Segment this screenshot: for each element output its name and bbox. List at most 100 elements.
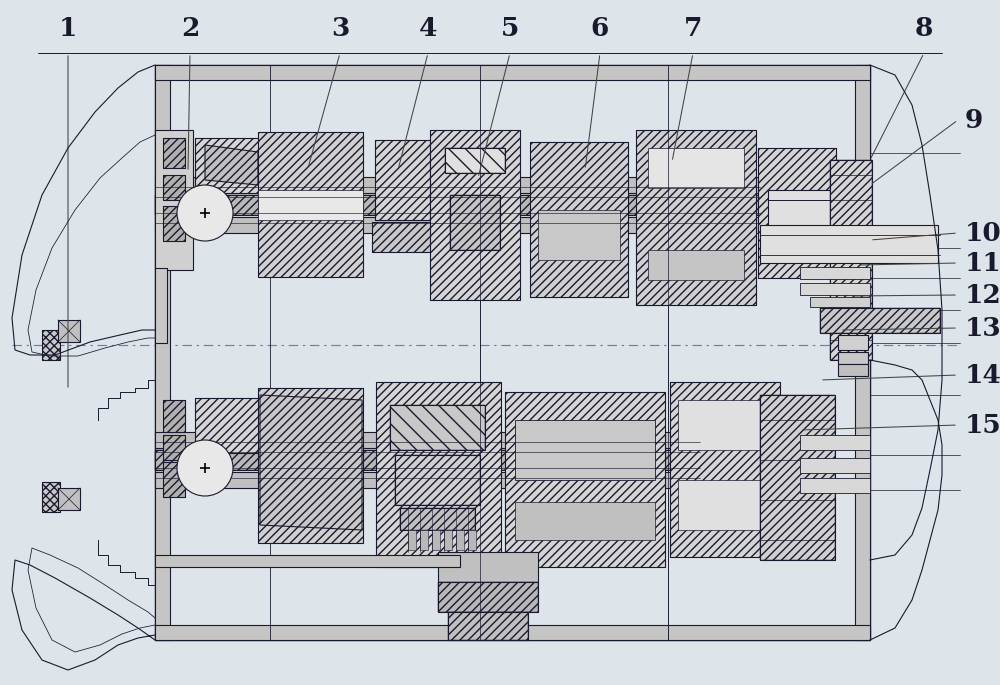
Bar (450, 195, 500, 250)
Bar (820, 308, 940, 333)
Bar (505, 392, 665, 567)
Bar (58, 320, 80, 342)
Circle shape (177, 185, 233, 241)
Bar (155, 625, 870, 640)
Text: 9: 9 (965, 108, 983, 132)
Bar (155, 195, 835, 215)
Bar (820, 308, 940, 333)
Bar (678, 400, 772, 450)
Bar (505, 392, 665, 567)
Bar (163, 400, 185, 432)
Circle shape (177, 440, 233, 496)
Bar (830, 160, 872, 360)
Bar (155, 65, 870, 80)
Bar (430, 130, 520, 300)
Bar (636, 130, 756, 305)
Bar (42, 482, 60, 512)
Bar (372, 222, 434, 252)
Bar (390, 405, 485, 450)
Bar (760, 225, 938, 263)
Text: 13: 13 (965, 316, 1000, 340)
Bar (400, 508, 475, 530)
Bar (800, 458, 870, 473)
Bar (830, 160, 872, 360)
Bar (163, 400, 185, 432)
Bar (163, 206, 185, 241)
Bar (42, 482, 60, 512)
Text: 7: 7 (684, 16, 702, 40)
Bar (58, 488, 80, 510)
Bar (395, 455, 480, 505)
Bar (400, 508, 475, 530)
Bar (258, 132, 363, 277)
Bar (838, 335, 868, 350)
Text: 3: 3 (331, 16, 349, 40)
Bar (445, 148, 505, 173)
Bar (155, 195, 835, 215)
Bar (163, 138, 185, 168)
Text: 4: 4 (419, 16, 437, 40)
Bar (372, 222, 434, 252)
Bar (155, 432, 695, 448)
Bar (430, 130, 520, 300)
Bar (758, 148, 836, 278)
Bar (42, 330, 60, 360)
Bar (195, 138, 263, 193)
Bar (155, 450, 735, 470)
Text: 11: 11 (965, 251, 1000, 275)
Bar (800, 435, 870, 450)
Bar (800, 478, 870, 493)
Bar (42, 330, 60, 360)
Bar (515, 502, 655, 540)
Bar (670, 382, 780, 557)
Bar (155, 65, 170, 640)
Text: 2: 2 (181, 16, 199, 40)
Bar (155, 130, 193, 270)
Bar (438, 552, 538, 582)
Bar (163, 462, 185, 497)
Text: 8: 8 (915, 16, 933, 40)
Bar (448, 612, 528, 640)
Bar (195, 398, 263, 453)
Bar (636, 130, 756, 305)
Bar (163, 206, 185, 241)
Bar (456, 530, 464, 550)
Bar (438, 582, 538, 612)
Polygon shape (260, 395, 362, 530)
Text: 1: 1 (59, 16, 77, 40)
Bar (195, 138, 263, 193)
Bar (258, 388, 363, 543)
Bar (445, 148, 505, 173)
Bar (155, 177, 835, 193)
Bar (155, 555, 460, 567)
Bar (420, 530, 428, 550)
Text: 15: 15 (965, 412, 1000, 438)
Bar (163, 462, 185, 497)
Bar (538, 210, 620, 260)
Bar (155, 268, 167, 343)
Bar (155, 450, 735, 470)
Bar (163, 435, 185, 460)
Bar (432, 530, 440, 550)
Bar (838, 352, 868, 364)
Bar (838, 364, 868, 376)
Bar (195, 398, 263, 453)
Text: 6: 6 (591, 16, 609, 40)
Bar (448, 612, 528, 640)
Bar (760, 395, 835, 560)
Bar (375, 140, 430, 220)
Bar (258, 388, 363, 543)
Bar (258, 190, 363, 220)
Bar (530, 142, 628, 297)
Polygon shape (205, 145, 258, 185)
Bar (375, 140, 430, 220)
Bar (810, 297, 870, 307)
Bar (450, 195, 500, 250)
Bar (444, 530, 452, 550)
Bar (768, 190, 868, 240)
Text: 12: 12 (965, 282, 1000, 308)
Bar (155, 65, 870, 640)
Bar (163, 435, 185, 460)
Bar (648, 250, 744, 280)
Bar (530, 142, 628, 297)
